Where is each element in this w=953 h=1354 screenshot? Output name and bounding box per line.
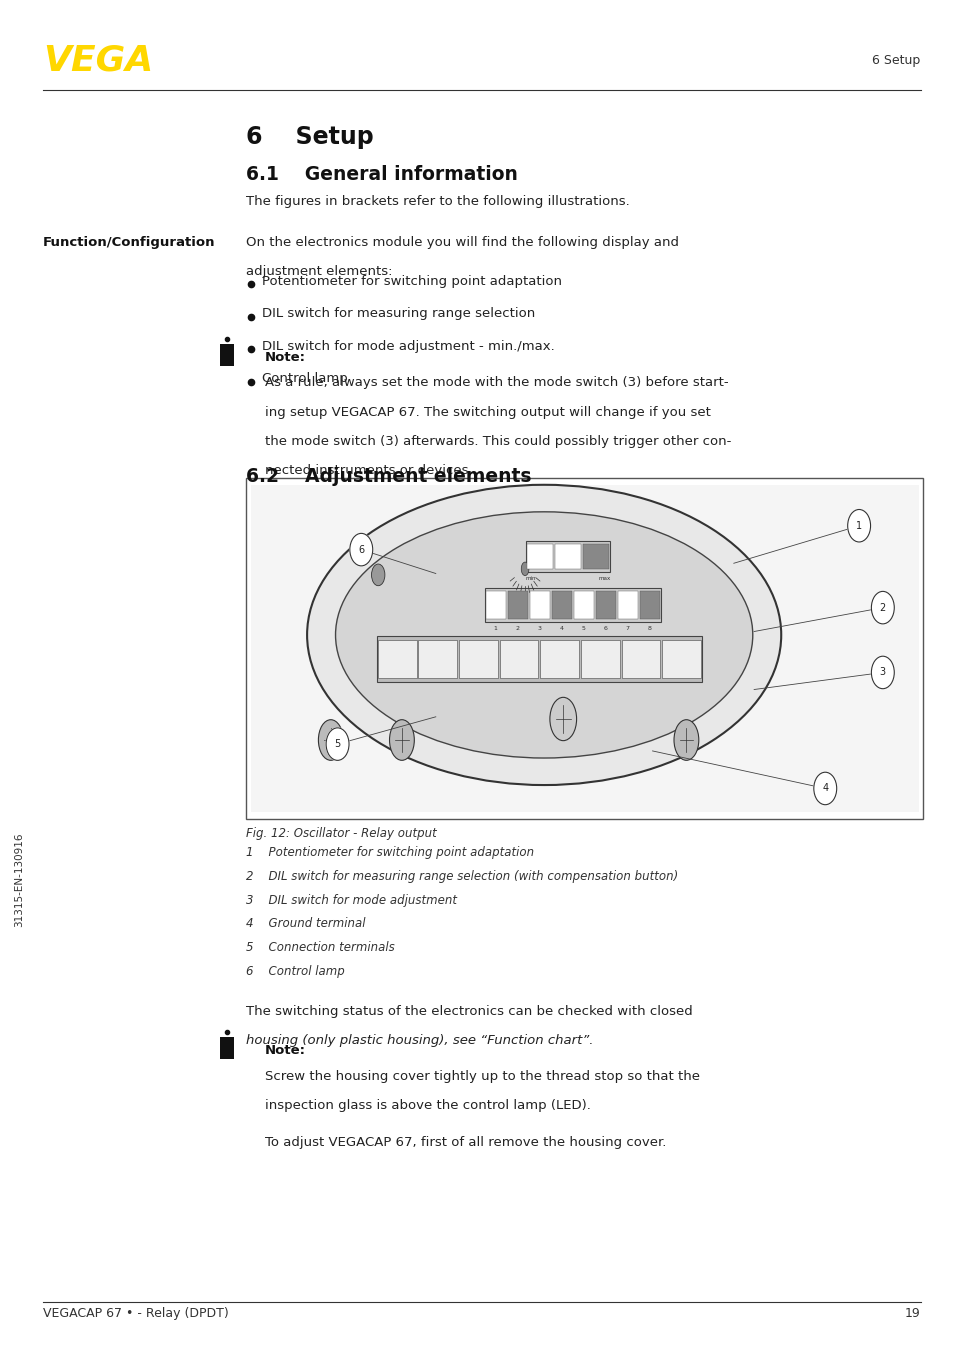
- Text: 6: 6: [603, 626, 607, 631]
- FancyBboxPatch shape: [251, 485, 918, 812]
- Text: DIL switch for mode adjustment - min./max.: DIL switch for mode adjustment - min./ma…: [262, 340, 555, 353]
- FancyBboxPatch shape: [458, 640, 497, 678]
- Text: 6: 6: [357, 544, 364, 555]
- Text: 19: 19: [903, 1308, 920, 1320]
- FancyBboxPatch shape: [418, 640, 456, 678]
- FancyBboxPatch shape: [526, 544, 553, 570]
- FancyBboxPatch shape: [639, 590, 659, 619]
- Text: 3    DIL switch for mode adjustment: 3 DIL switch for mode adjustment: [246, 894, 456, 907]
- Text: To adjust VEGACAP 67, first of all remove the housing cover.: To adjust VEGACAP 67, first of all remov…: [265, 1136, 666, 1150]
- Text: The figures in brackets refer to the following illustrations.: The figures in brackets refer to the fol…: [246, 195, 629, 209]
- FancyBboxPatch shape: [525, 542, 610, 573]
- FancyBboxPatch shape: [376, 636, 701, 682]
- Circle shape: [326, 728, 349, 761]
- Text: housing (only plastic housing), see “Function chart”.: housing (only plastic housing), see “Fun…: [246, 1034, 593, 1047]
- Text: Note:: Note:: [265, 351, 306, 364]
- Text: The switching status of the electronics can be checked with closed: The switching status of the electronics …: [246, 1005, 692, 1018]
- Text: 7: 7: [625, 626, 629, 631]
- Text: 4: 4: [821, 784, 827, 793]
- FancyBboxPatch shape: [246, 478, 923, 819]
- Text: 31315-EN-130916: 31315-EN-130916: [14, 833, 24, 927]
- Text: 2: 2: [516, 626, 519, 631]
- Ellipse shape: [549, 697, 576, 741]
- Text: 3: 3: [879, 668, 885, 677]
- Text: nected instruments or devices.: nected instruments or devices.: [265, 463, 473, 477]
- Text: 6.2    Adjustment elements: 6.2 Adjustment elements: [246, 467, 531, 486]
- FancyBboxPatch shape: [595, 590, 616, 619]
- FancyBboxPatch shape: [529, 590, 549, 619]
- Text: 6.1    General information: 6.1 General information: [246, 165, 517, 184]
- FancyBboxPatch shape: [661, 640, 700, 678]
- FancyBboxPatch shape: [582, 544, 609, 570]
- Text: 6    Control lamp: 6 Control lamp: [246, 964, 345, 978]
- FancyBboxPatch shape: [580, 640, 619, 678]
- FancyBboxPatch shape: [377, 640, 416, 678]
- FancyBboxPatch shape: [573, 590, 593, 619]
- FancyBboxPatch shape: [220, 1037, 233, 1059]
- Text: 3: 3: [537, 626, 541, 631]
- Text: Note:: Note:: [265, 1044, 306, 1057]
- FancyBboxPatch shape: [621, 640, 659, 678]
- Text: adjustment elements:: adjustment elements:: [246, 265, 393, 278]
- Text: the mode switch (3) afterwards. This could possibly trigger other con-: the mode switch (3) afterwards. This cou…: [265, 435, 731, 448]
- Text: Control lamp: Control lamp: [262, 372, 348, 386]
- Text: VEGA: VEGA: [43, 43, 153, 79]
- Circle shape: [350, 533, 373, 566]
- Circle shape: [847, 509, 870, 542]
- FancyBboxPatch shape: [484, 588, 660, 621]
- Ellipse shape: [673, 720, 698, 761]
- Text: VEGACAP 67 • - Relay (DPDT): VEGACAP 67 • - Relay (DPDT): [43, 1308, 229, 1320]
- Text: 5: 5: [335, 739, 340, 749]
- Circle shape: [870, 592, 893, 624]
- Text: 4: 4: [559, 626, 563, 631]
- FancyBboxPatch shape: [220, 344, 233, 366]
- Text: 2    DIL switch for measuring range selection (with compensation button): 2 DIL switch for measuring range selecti…: [246, 869, 678, 883]
- Text: inspection glass is above the control lamp (LED).: inspection glass is above the control la…: [265, 1099, 591, 1112]
- FancyBboxPatch shape: [507, 590, 527, 619]
- Text: Function/Configuration: Function/Configuration: [43, 236, 215, 249]
- Text: Screw the housing cover tightly up to the thread stop so that the: Screw the housing cover tightly up to th…: [265, 1070, 700, 1083]
- Text: As a rule, always set the mode with the mode switch (3) before start-: As a rule, always set the mode with the …: [265, 376, 728, 390]
- Text: max: max: [598, 577, 610, 581]
- Text: On the electronics module you will find the following display and: On the electronics module you will find …: [246, 236, 679, 249]
- Text: 5    Connection terminals: 5 Connection terminals: [246, 941, 395, 955]
- Text: ing setup VEGACAP 67. The switching output will change if you set: ing setup VEGACAP 67. The switching outp…: [265, 406, 710, 418]
- Text: 2: 2: [879, 603, 885, 612]
- Ellipse shape: [335, 512, 752, 758]
- Circle shape: [870, 657, 893, 689]
- Text: 1    Potentiometer for switching point adaptation: 1 Potentiometer for switching point adap…: [246, 846, 534, 860]
- FancyBboxPatch shape: [551, 590, 571, 619]
- Text: min: min: [525, 577, 536, 581]
- Text: 4    Ground terminal: 4 Ground terminal: [246, 918, 365, 930]
- Text: Fig. 12: Oscillator - Relay output: Fig. 12: Oscillator - Relay output: [246, 827, 436, 841]
- Ellipse shape: [371, 565, 384, 586]
- Ellipse shape: [520, 562, 528, 575]
- FancyBboxPatch shape: [539, 640, 578, 678]
- FancyBboxPatch shape: [485, 590, 505, 619]
- FancyBboxPatch shape: [555, 544, 580, 570]
- Circle shape: [813, 772, 836, 804]
- Ellipse shape: [389, 720, 414, 761]
- Ellipse shape: [318, 720, 343, 761]
- Text: 1: 1: [855, 521, 862, 531]
- Ellipse shape: [307, 485, 781, 785]
- Text: 1: 1: [494, 626, 497, 631]
- Text: 6 Setup: 6 Setup: [871, 54, 920, 68]
- Text: DIL switch for measuring range selection: DIL switch for measuring range selection: [262, 307, 535, 321]
- Text: 5: 5: [581, 626, 585, 631]
- Text: 6    Setup: 6 Setup: [246, 125, 374, 149]
- FancyBboxPatch shape: [618, 590, 638, 619]
- Text: Potentiometer for switching point adaptation: Potentiometer for switching point adapta…: [262, 275, 561, 288]
- Text: 8: 8: [647, 626, 651, 631]
- FancyBboxPatch shape: [499, 640, 537, 678]
